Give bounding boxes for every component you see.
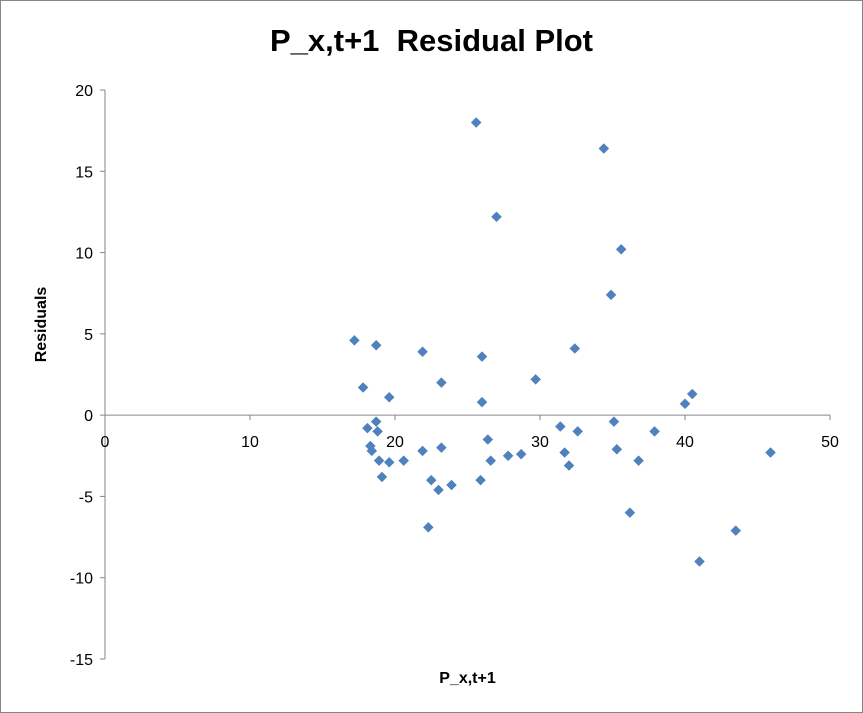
x-tick-label: 10 bbox=[241, 434, 259, 451]
data-point bbox=[362, 422, 373, 434]
data-point bbox=[491, 211, 502, 223]
data-point bbox=[422, 521, 434, 533]
y-tick-label: 5 bbox=[84, 327, 93, 344]
data-point bbox=[383, 391, 395, 403]
data-point bbox=[436, 442, 447, 454]
data-point bbox=[482, 434, 494, 445]
data-point bbox=[476, 351, 488, 362]
y-tick-label: -5 bbox=[79, 489, 93, 506]
x-tick-label: 50 bbox=[821, 434, 839, 451]
data-point bbox=[554, 421, 566, 432]
data-point bbox=[370, 416, 382, 427]
data-points bbox=[349, 117, 776, 567]
data-point bbox=[649, 426, 660, 437]
data-point bbox=[730, 525, 742, 536]
data-point bbox=[608, 416, 620, 427]
x-axis-ticks: 0 10 20 30 40 50 bbox=[101, 415, 839, 451]
data-point bbox=[349, 335, 360, 346]
data-point bbox=[470, 117, 482, 128]
data-point bbox=[476, 396, 488, 408]
data-point bbox=[372, 426, 383, 437]
y-tick-label: 20 bbox=[75, 83, 93, 100]
y-axis-title: Residuals bbox=[33, 287, 50, 363]
data-point bbox=[694, 556, 705, 567]
data-point bbox=[679, 398, 691, 410]
data-point bbox=[425, 474, 437, 486]
data-point bbox=[633, 455, 644, 467]
data-point bbox=[515, 448, 527, 460]
data-point bbox=[611, 443, 623, 455]
y-tick-label: -15 bbox=[70, 652, 93, 669]
data-point bbox=[436, 377, 447, 388]
data-point bbox=[686, 388, 698, 400]
data-point bbox=[765, 447, 776, 458]
data-point bbox=[366, 445, 378, 457]
data-point bbox=[357, 382, 369, 393]
x-tick-label: 40 bbox=[676, 434, 694, 451]
data-point bbox=[605, 289, 617, 301]
data-point bbox=[572, 426, 584, 437]
data-point bbox=[569, 343, 581, 354]
y-tick-label: 15 bbox=[75, 164, 93, 181]
data-point bbox=[485, 455, 497, 467]
y-tick-label: 10 bbox=[75, 246, 93, 263]
x-tick-label: 0 bbox=[101, 434, 110, 451]
data-point bbox=[376, 471, 388, 483]
data-point bbox=[417, 346, 428, 358]
x-tick-label: 20 bbox=[386, 434, 404, 451]
data-point bbox=[530, 374, 542, 385]
data-point bbox=[446, 479, 457, 491]
x-axis-title: P_x,t+1 bbox=[439, 670, 496, 687]
y-tick-label: 0 bbox=[84, 408, 93, 425]
chart-title: P_x,t+1 Residual Plot bbox=[269, 23, 594, 58]
data-point bbox=[433, 484, 444, 496]
data-point bbox=[373, 455, 385, 467]
data-point bbox=[370, 339, 382, 351]
data-point bbox=[615, 243, 627, 255]
data-point bbox=[563, 460, 575, 471]
data-point bbox=[398, 455, 410, 467]
y-tick-label: -10 bbox=[70, 571, 93, 588]
x-tick-label: 30 bbox=[531, 434, 549, 451]
data-point bbox=[383, 456, 395, 468]
data-point bbox=[417, 445, 428, 457]
data-point bbox=[475, 474, 486, 486]
y-axis-ticks: 20 15 10 5 0 -5 -10 -15 bbox=[70, 83, 105, 669]
data-point bbox=[559, 447, 571, 458]
data-point bbox=[624, 507, 636, 519]
data-point bbox=[502, 450, 514, 462]
data-point bbox=[598, 143, 610, 154]
